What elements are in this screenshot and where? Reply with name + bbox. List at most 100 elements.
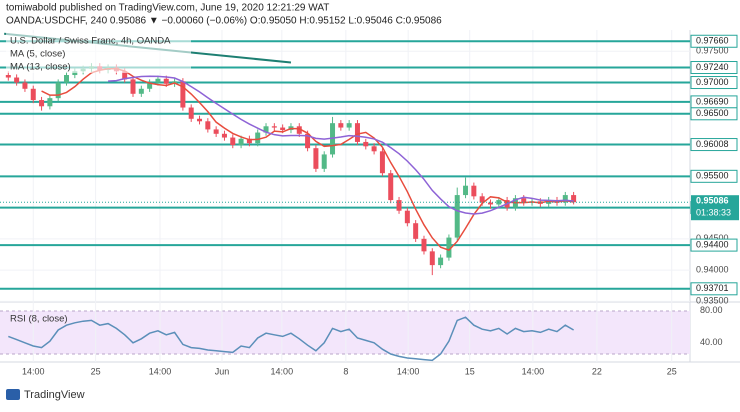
level-label: 0.94400 xyxy=(696,239,729,249)
level-label: 0.93701 xyxy=(696,283,729,293)
level-label: 0.96008 xyxy=(696,139,729,149)
candle-body xyxy=(463,185,469,196)
candle-body xyxy=(521,198,527,203)
x-tick-label: 25 xyxy=(667,366,677,376)
x-tick-label: Jun xyxy=(215,366,230,376)
candle-body xyxy=(438,257,444,266)
candle-body xyxy=(479,196,485,203)
candle-body xyxy=(363,141,369,147)
candle-body xyxy=(446,237,452,258)
x-tick-label: 14:00 xyxy=(397,366,420,376)
candle-body xyxy=(471,185,477,197)
candle-body xyxy=(30,88,36,101)
legend-title: U.S. Dollar / Swiss Franc, 4h, OANDA xyxy=(10,36,171,47)
legend-rsi: RSI (8, close) xyxy=(10,314,68,325)
x-tick-label: 25 xyxy=(91,366,101,376)
y-tick-label: 0.97500 xyxy=(696,46,729,56)
candle-body xyxy=(188,107,194,119)
candle-body xyxy=(571,195,577,203)
candle-body xyxy=(197,118,203,122)
candle-body xyxy=(305,133,311,149)
candle-body xyxy=(22,82,28,89)
x-tick-label: 15 xyxy=(465,366,475,376)
candle-body xyxy=(396,200,402,211)
rsi-line xyxy=(8,316,574,362)
candle-body xyxy=(296,126,302,134)
candle-body xyxy=(562,195,568,203)
quote: OANDA:USDCHF, 240 0.95086 ▼ −0.00060 (−0… xyxy=(6,16,442,27)
candle-body xyxy=(47,98,53,107)
ma-line xyxy=(41,68,574,251)
level-label: 0.95500 xyxy=(696,171,729,181)
candle-body xyxy=(138,88,144,94)
level-label: 0.97240 xyxy=(696,62,729,72)
candle-body xyxy=(388,173,394,201)
last-price-label: 0.95086 xyxy=(696,196,729,206)
rsi-band xyxy=(0,311,690,354)
candle-body xyxy=(39,100,45,107)
candle-body xyxy=(205,121,211,130)
level-label: 0.96500 xyxy=(696,108,729,118)
candle-body xyxy=(313,148,319,169)
level-label: 0.96690 xyxy=(696,96,729,106)
logo-text: TradingView xyxy=(24,389,85,401)
candle-body xyxy=(5,75,11,78)
x-tick-label: 8 xyxy=(343,366,348,376)
legend-bg xyxy=(6,33,191,73)
level-box xyxy=(690,61,738,75)
level-box xyxy=(690,169,738,183)
countdown: 01:38:33 xyxy=(696,208,731,218)
last-price-box xyxy=(691,195,739,221)
level-box xyxy=(690,282,738,296)
level-box xyxy=(690,238,738,252)
candle-body xyxy=(122,71,128,80)
candle-body xyxy=(487,202,493,205)
candle-body xyxy=(155,78,161,83)
logo: TradingView xyxy=(6,389,85,401)
candle-body xyxy=(163,78,169,84)
y-tick-label: 0.93500 xyxy=(696,296,729,306)
level-box xyxy=(690,76,738,90)
x-tick-label: 14:00 xyxy=(522,366,545,376)
candle-body xyxy=(147,82,153,89)
candle-body xyxy=(354,123,360,142)
ma-line xyxy=(108,75,574,215)
candle-body xyxy=(429,251,435,266)
candle-body xyxy=(72,71,78,76)
plot: 14:00 25 14:00 Jun 14:00 8 14:00 15 14:00 22 25 0.9… xyxy=(0,30,739,376)
candle-body xyxy=(263,126,269,133)
candle-body xyxy=(221,133,227,138)
candle-body xyxy=(413,223,419,239)
candle-body xyxy=(130,79,136,94)
candle-body xyxy=(230,137,236,146)
candle-body xyxy=(246,138,252,144)
candle-body xyxy=(55,82,61,99)
candle-body xyxy=(404,210,410,224)
rsi-tick-label: 40.00 xyxy=(700,337,723,347)
candle-body xyxy=(379,151,385,174)
legend-ma5: MA (5, close) xyxy=(10,49,65,60)
level-label: 0.97660 xyxy=(696,36,729,46)
candle-body xyxy=(180,81,186,108)
byline: tomiwabold published on TradingView.com,… xyxy=(6,3,329,14)
legend-ma13: MA (13, close) xyxy=(10,62,71,73)
candle-body xyxy=(346,123,352,128)
logo-icon xyxy=(6,389,20,400)
candle-body xyxy=(371,146,377,152)
y-tick-label: 0.94500 xyxy=(696,233,729,243)
x-tick-label: 14:00 xyxy=(149,366,172,376)
x-tick-label: 22 xyxy=(592,366,602,376)
candle-body xyxy=(321,154,327,169)
candle-body xyxy=(280,127,286,131)
y-tick-label: 0.94000 xyxy=(696,264,729,274)
level-box xyxy=(690,138,738,152)
candle-body xyxy=(421,238,427,252)
level-box xyxy=(690,34,738,48)
candle-body xyxy=(338,123,344,128)
candle-body xyxy=(14,77,20,83)
candle-body xyxy=(454,195,460,238)
candle-body xyxy=(238,138,244,146)
rsi-tick-label: 80.00 xyxy=(700,305,723,315)
candle-body xyxy=(271,126,277,128)
